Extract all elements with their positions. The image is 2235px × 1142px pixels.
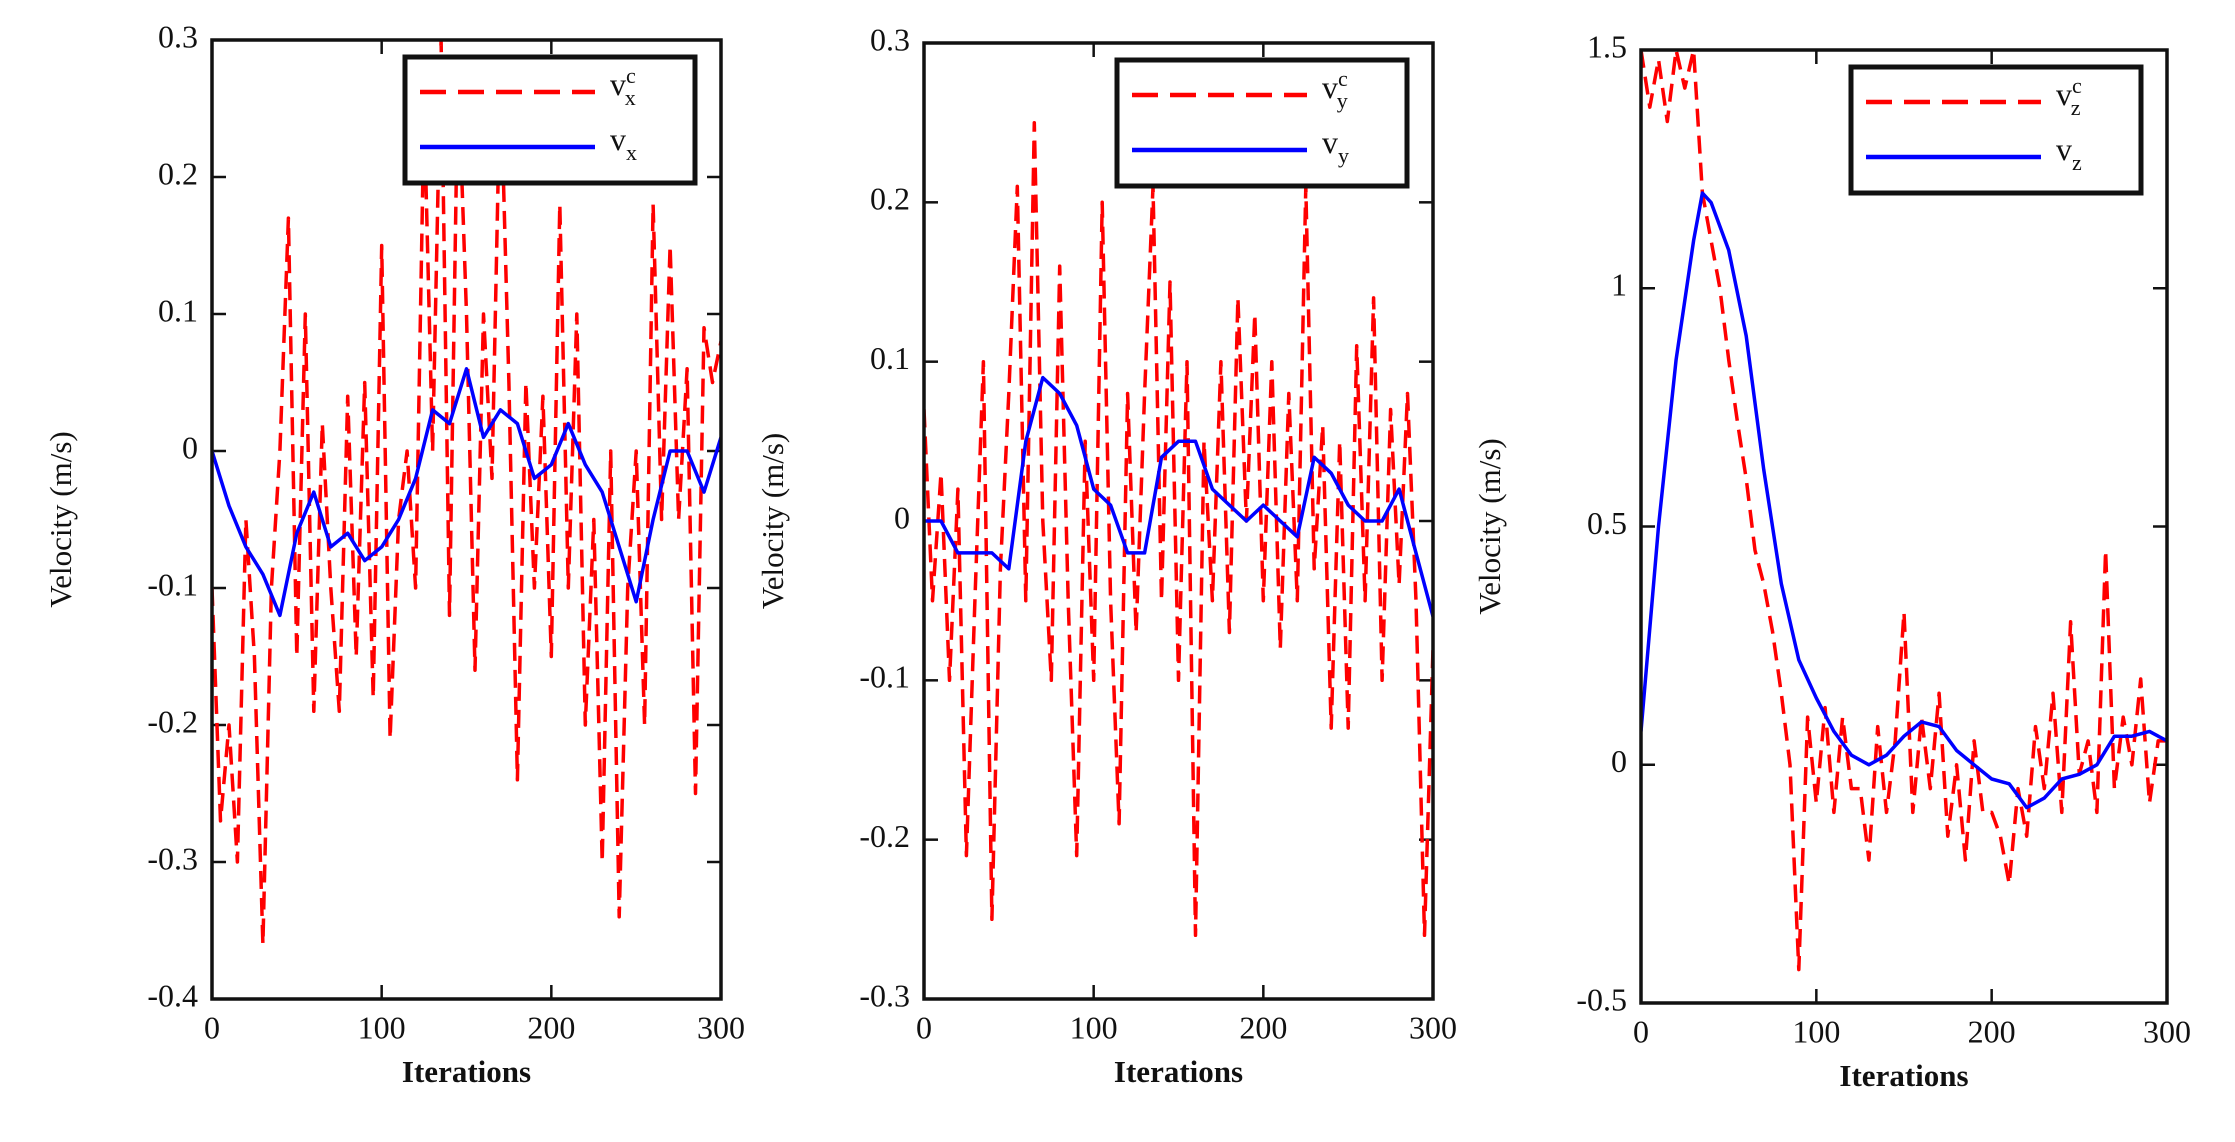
x-tick-label: 0 — [1633, 1013, 1649, 1049]
y-tick-label: -0.5 — [1576, 981, 1627, 1017]
subplot: -0.500.511.50 100 200 300IterationsVelocity… — [1472, 28, 2191, 1093]
y-tick-label: -0.3 — [147, 840, 198, 876]
y-tick-label: -0.2 — [859, 818, 910, 854]
legend: vc zvz — [1848, 64, 2144, 196]
legend-label: vx — [610, 121, 637, 165]
y-tick-label: -0.4 — [147, 977, 198, 1013]
series-line — [924, 120, 1433, 938]
y-tick-label: 0.5 — [1587, 505, 1627, 541]
y-tick-label: -0.1 — [147, 566, 198, 602]
subplot: -0.3 -0.2 -0.1 0 0.1 0.2 0.3 0 100 200 300 Iteratio… — [755, 21, 1457, 1089]
y-axis-label: Velocity (m/s) — [43, 431, 78, 608]
legend: vc xvx — [402, 54, 698, 186]
legend-superscript: c — [2072, 73, 2082, 98]
y-tick-label: -0.2 — [147, 703, 198, 739]
legend-subscript: y — [1338, 143, 1349, 168]
subplot: -0.4 -0.3 -0.2 -0.1 0 0.1 0.2 0.3 0 100 200 300 Iter… — [43, 18, 745, 1089]
legend-name: v — [1322, 69, 1338, 105]
y-tick-label: 0.1 — [870, 340, 910, 376]
legend-superscript: c — [1338, 66, 1348, 91]
legend-box — [1114, 57, 1410, 189]
y-tick-label: 0.1 — [158, 292, 198, 328]
y-tick-label: 1.5 — [1587, 28, 1627, 64]
legend-name: v — [2056, 131, 2072, 167]
x-tick-label: 100 — [1070, 1009, 1118, 1045]
legend-subscript: z — [2072, 150, 2082, 175]
x-tick-label: 200 — [1968, 1013, 2016, 1049]
y-tick-label: 0.2 — [870, 181, 910, 217]
plot-frame — [922, 41, 1435, 1001]
x-tick-label: 200 — [527, 1009, 575, 1045]
y-tick-label: -0.1 — [859, 659, 910, 695]
legend-name: v — [1322, 124, 1338, 160]
x-tick-label: 0 — [916, 1009, 932, 1045]
y-tick-label: 0.3 — [158, 18, 198, 54]
y-axis-label: Velocity (m/s) — [1472, 438, 1507, 615]
legend-label: vc y — [1322, 66, 1348, 113]
legend-box — [1848, 64, 2144, 196]
y-tick-label: -0.3 — [859, 977, 910, 1013]
legend-label: vz — [2056, 131, 2082, 175]
x-axis-label: Iterations — [1114, 1054, 1243, 1089]
legend: vc yvy — [1114, 57, 1410, 189]
legend-box — [402, 54, 698, 186]
x-axis-label: Iterations — [1839, 1058, 1968, 1093]
legend-subscript: x — [625, 85, 636, 110]
series-line — [1641, 191, 2167, 810]
y-tick-label: 0 — [894, 499, 910, 535]
series-line — [212, 40, 721, 946]
x-tick-label: 0 — [204, 1009, 220, 1045]
x-tick-label: 300 — [697, 1009, 745, 1045]
y-axis-label: Velocity (m/s) — [755, 433, 790, 610]
legend-label: vy — [1322, 124, 1349, 168]
x-axis-label: Iterations — [402, 1054, 531, 1089]
legend-name: v — [2056, 76, 2072, 112]
legend-subscript: z — [2071, 95, 2081, 120]
y-tick-label: 1 — [1611, 267, 1627, 303]
x-tick-label: 100 — [358, 1009, 406, 1045]
legend-subscript: y — [1337, 88, 1348, 113]
x-tick-label: 200 — [1239, 1009, 1287, 1045]
x-tick-label: 300 — [2143, 1013, 2191, 1049]
plot-frame — [210, 38, 723, 1001]
x-tick-label: 300 — [1409, 1009, 1457, 1045]
y-tick-label: 0 — [182, 429, 198, 465]
y-tick-label: 0.3 — [870, 21, 910, 57]
series-line — [924, 375, 1433, 618]
y-tick-label: 0.2 — [158, 155, 198, 191]
legend-label: vc z — [2056, 73, 2082, 120]
legend-name: v — [610, 66, 626, 102]
legend-superscript: c — [626, 63, 636, 88]
y-tick-label: 0 — [1611, 743, 1627, 779]
legend-subscript: x — [626, 140, 637, 165]
legend-label: vc x — [610, 63, 636, 110]
plot-frame — [1639, 48, 2169, 1005]
x-tick-label: 100 — [1792, 1013, 1840, 1049]
series-line — [212, 367, 721, 618]
legend-name: v — [610, 121, 626, 157]
